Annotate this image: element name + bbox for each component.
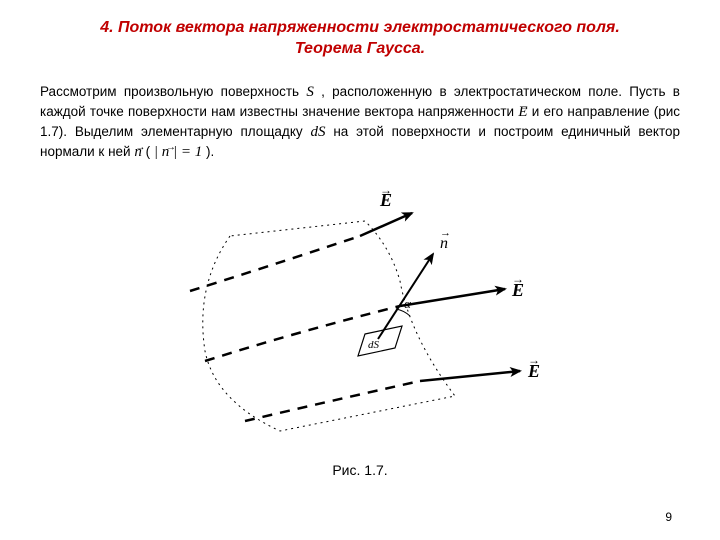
arrow-icon: → xyxy=(380,183,392,197)
field-line-bot-solid xyxy=(420,371,520,381)
field-line-mid-solid xyxy=(400,289,505,306)
figure-wrap: E → n → α dS E → E → Рис. 1.7. xyxy=(40,176,680,478)
section-title: 4. Поток вектора напряженности электрост… xyxy=(40,18,680,60)
arrow-icon: → xyxy=(440,227,451,239)
page: 4. Поток вектора напряженности электрост… xyxy=(0,0,720,540)
figure-caption: Рис. 1.7. xyxy=(40,462,680,478)
area-element xyxy=(358,326,402,356)
vector-arrow-icon: → xyxy=(166,141,176,155)
text-run-5: ( xyxy=(146,144,154,159)
text-run-1: Рассмотрим произвольную поверхность xyxy=(40,84,306,99)
arrow-icon: → xyxy=(528,353,540,367)
page-number: 9 xyxy=(665,510,672,524)
equation-n-norm: → | n | = 1 xyxy=(154,144,206,160)
title-line-2: Теорема Гаусса. xyxy=(295,40,425,57)
symbol-S: S xyxy=(306,84,314,100)
label-alpha: α xyxy=(404,296,412,311)
field-line-top-dashed xyxy=(190,236,360,291)
text-run-6: ). xyxy=(206,144,214,159)
symbol-E-vec: → E xyxy=(518,104,531,120)
equation-text: | n | = 1 xyxy=(154,144,202,160)
surface-outline xyxy=(203,221,455,431)
symbol-n-vec: → n xyxy=(134,144,145,160)
label-dS: dS xyxy=(368,339,380,351)
vector-arrow-icon: → xyxy=(519,101,529,115)
figure-svg: E → n → α dS E → E → xyxy=(150,176,570,456)
field-line-bot-dashed xyxy=(245,381,420,421)
vector-arrow-icon: → xyxy=(135,141,145,155)
paragraph: Рассмотрим произвольную поверхность S , … xyxy=(40,82,680,163)
arrow-icon: → xyxy=(512,272,524,286)
title-line-1: 4. Поток вектора напряженности электрост… xyxy=(100,19,620,36)
symbol-dS: dS xyxy=(310,124,325,140)
